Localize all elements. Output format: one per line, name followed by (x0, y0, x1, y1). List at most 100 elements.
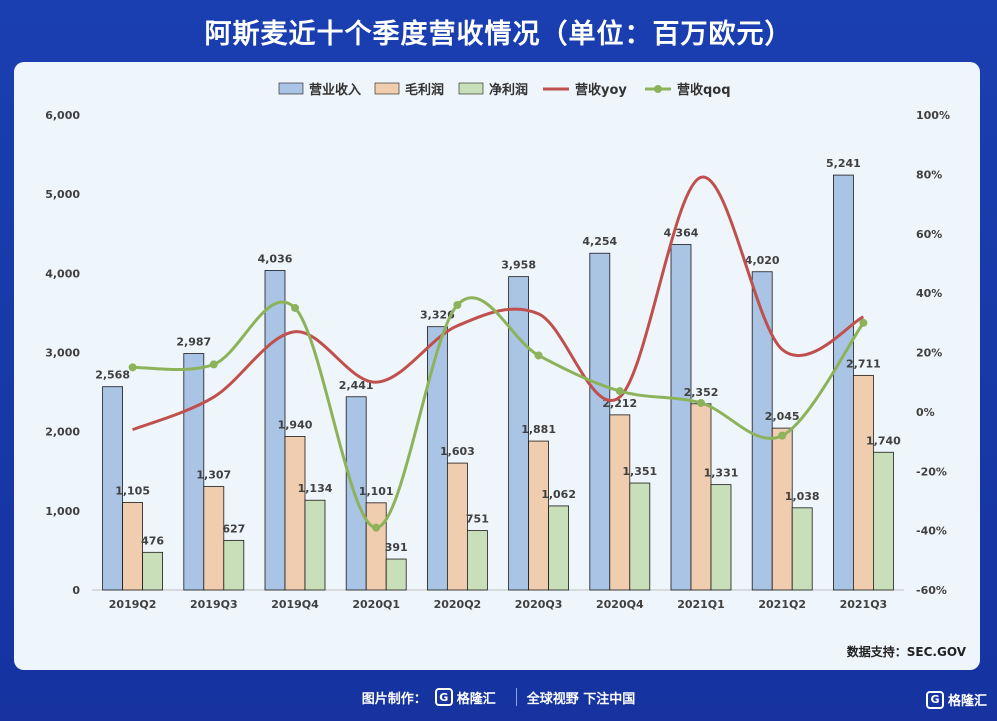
legend-swatch-毛利润 (374, 82, 400, 95)
y-right-tick-label: 40% (916, 287, 942, 300)
y-left-tick-label: 1,000 (45, 505, 80, 518)
bar-value-label: 751 (466, 513, 489, 526)
corner-brand: G 格隆汇 (925, 690, 987, 709)
footer-divider (515, 688, 517, 706)
bar-value-label: 2,711 (846, 357, 881, 370)
footer-slogan: 全球视野 下注中国 (526, 691, 636, 707)
legend-label: 净利润 (489, 82, 528, 98)
x-tick-label: 2019Q2 (109, 598, 157, 611)
bar-营业收入 (426, 326, 448, 591)
point-营收qoq (697, 398, 705, 407)
legend-label: 毛利润 (405, 82, 444, 98)
bar-value-label: 1,740 (866, 434, 901, 447)
point-营收qoq (859, 318, 868, 327)
bar-value-label: 3,326 (420, 309, 455, 322)
made-by-label: 图片制作： (361, 691, 427, 707)
y-right-tick-label: -20% (916, 465, 947, 478)
bar-毛利润 (446, 462, 468, 591)
y-left-tick-label: 3,000 (45, 347, 80, 360)
bar-value-label: 2,568 (95, 369, 130, 382)
legend-marker-营收qoq (654, 85, 662, 93)
bar-毛利润 (853, 374, 874, 591)
bar-营业收入 (508, 276, 530, 591)
legend-swatch-净利润 (458, 82, 484, 95)
x-tick-label: 2021Q2 (758, 598, 806, 611)
y-right-tick-label: 0% (916, 406, 935, 419)
bar-净利润 (548, 505, 569, 591)
bar-营业收入 (670, 244, 692, 591)
bar-value-label: 1,307 (196, 469, 231, 482)
bar-营业收入 (345, 396, 367, 591)
legend-label: 营收yoy (575, 82, 627, 98)
bar-value-label: 4,020 (745, 254, 780, 267)
point-营收qoq (291, 303, 299, 312)
y-left-tick-label: 6,000 (45, 109, 80, 122)
bar-净利润 (304, 499, 326, 591)
bar-value-label: 4,254 (582, 235, 617, 248)
point-营收qoq (453, 301, 462, 309)
bar-value-label: 4,364 (664, 227, 699, 240)
point-营收qoq (534, 351, 543, 360)
x-tick-label: 2020Q1 (352, 598, 400, 611)
bar-value-label: 1,603 (440, 445, 475, 458)
line-营收yoy (132, 175, 865, 432)
bar-value-label: 1,940 (278, 418, 313, 431)
bar-毛利润 (690, 403, 712, 591)
bar-value-label: 1,881 (521, 423, 556, 436)
legend-label: 营收qoq (677, 82, 731, 98)
x-tick-label: 2020Q4 (596, 598, 644, 611)
bar-value-label: 2,987 (176, 336, 211, 349)
point-营收qoq (778, 431, 787, 440)
footer: 图片制作： G 格隆汇 全球视野 下注中国 (0, 680, 997, 714)
y-right-tick-label: -60% (916, 584, 947, 597)
bar-净利润 (629, 482, 651, 591)
bar-value-label: 1,062 (541, 488, 576, 501)
bar-毛利润 (122, 502, 143, 591)
bar-净利润 (873, 451, 894, 591)
bar-营业收入 (102, 386, 123, 591)
bar-营业收入 (833, 174, 854, 591)
y-right-tick-label: 100% (916, 109, 950, 122)
bar-value-label: 1,351 (622, 465, 657, 478)
bar-value-label: 1,134 (298, 482, 333, 495)
x-tick-label: 2021Q3 (840, 598, 888, 611)
y-left-tick-label: 5,000 (45, 188, 80, 201)
bar-value-label: 1,331 (704, 467, 739, 480)
bar-value-label: 5,241 (826, 157, 861, 170)
bar-净利润 (710, 484, 732, 591)
bar-毛利润 (284, 436, 306, 591)
bar-value-label: 391 (385, 541, 408, 554)
bar-净利润 (791, 507, 813, 591)
bar-value-label: 2,441 (339, 379, 374, 392)
footer-brand-name: 格隆汇 (456, 691, 496, 707)
bar-营业收入 (264, 270, 286, 591)
x-tick-label: 2021Q1 (677, 598, 725, 611)
point-营收qoq (615, 387, 624, 396)
bar-毛利润 (609, 414, 631, 591)
y-left-tick-label: 0 (72, 584, 80, 597)
x-tick-label: 2019Q3 (190, 598, 238, 611)
y-right-tick-label: 60% (916, 228, 942, 241)
x-tick-label: 2019Q4 (271, 598, 319, 611)
bar-毛利润 (365, 502, 387, 591)
chart: 0 1,000 2,000 3,000 4,000 5,000 6,000 -60% -40% -… (45, 82, 950, 611)
data-source: 数据支持：SEC.GOV (846, 645, 966, 659)
bar-value-label: 2,352 (684, 386, 719, 399)
legend-swatch-营业收入 (278, 82, 304, 95)
y-left-tick-label: 4,000 (45, 267, 80, 280)
bar-value-label: 1,101 (359, 485, 394, 498)
point-营收qoq (372, 523, 381, 532)
y-right-tick-label: 20% (916, 347, 942, 360)
bar-营业收入 (589, 252, 611, 591)
bar-净利润 (466, 530, 488, 591)
bar-毛利润 (528, 440, 549, 591)
point-营收qoq (128, 363, 137, 372)
y-right-tick-label: -40% (916, 525, 947, 538)
brand-logo-icon: G (434, 688, 453, 706)
bar-value-label: 476 (141, 534, 164, 547)
legend-label: 营业收入 (309, 82, 361, 98)
x-tick-label: 2020Q2 (434, 598, 482, 611)
y-right-tick-label: 80% (916, 168, 942, 181)
y-left-tick-label: 2,000 (45, 426, 80, 439)
bar-净利润 (385, 558, 407, 591)
